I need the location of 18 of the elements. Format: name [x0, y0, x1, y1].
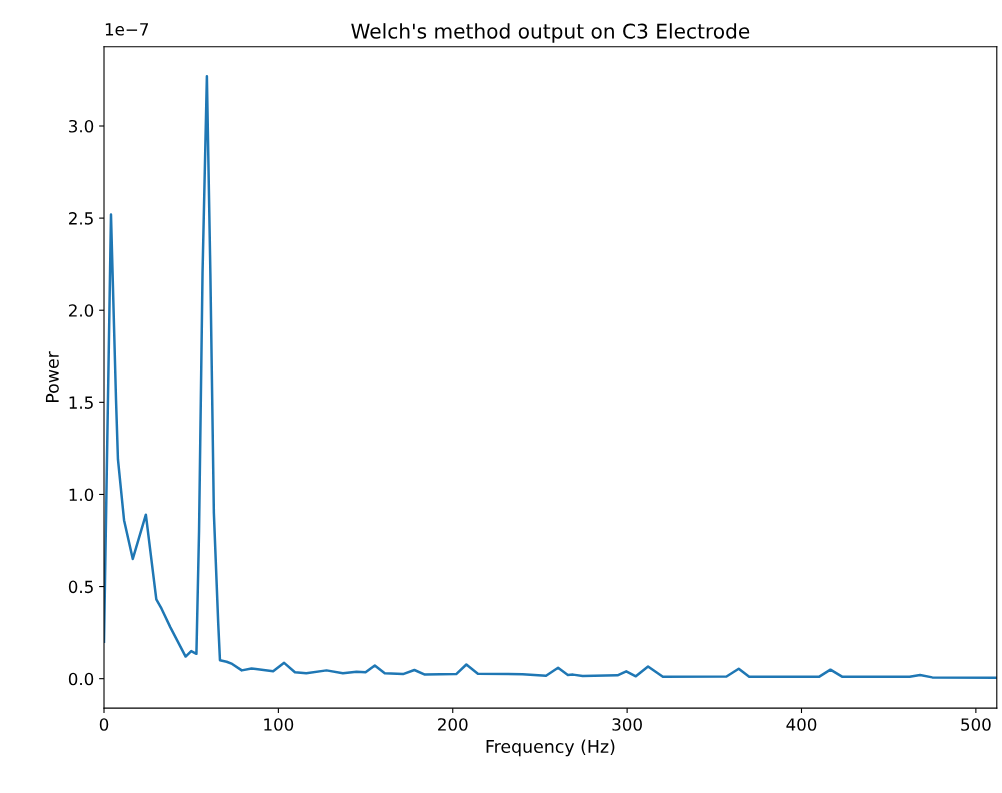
y-tick-label: 2.5 — [69, 212, 93, 225]
x-tick-label: 0 — [99, 718, 109, 731]
x-axis-title: Frequency (Hz) — [486, 739, 615, 757]
x-tick-label: 200 — [438, 718, 468, 731]
x-tick-label: 300 — [612, 718, 642, 731]
y-tick-label: 3.0 — [69, 119, 94, 133]
line-series — [104, 75, 997, 679]
y-axis-title: Power — [45, 351, 59, 402]
text: 1e−7 — [105, 23, 149, 36]
y-tick-label: 1.5 — [69, 396, 93, 409]
y-tick-label: 0.0 — [68, 672, 94, 686]
y-tick-label: 0.5 — [68, 580, 93, 594]
x-tick-label: 100 — [264, 718, 294, 731]
chart-title: Welch's method output on C3 Electrode — [351, 23, 750, 43]
x-tick-label: 400 — [786, 718, 817, 731]
x-tick-label: 500 — [961, 718, 991, 731]
y-tick-label: 1.0 — [69, 488, 94, 502]
y-tick-label: 2.0 — [69, 304, 94, 317]
